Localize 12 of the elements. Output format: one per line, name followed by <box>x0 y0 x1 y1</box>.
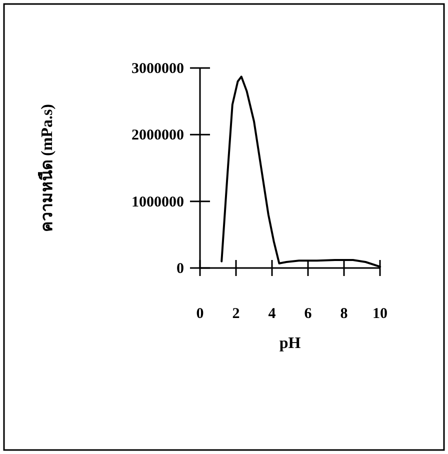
x-tick-label: 10 <box>372 306 388 322</box>
y-tick-label: 3000000 <box>132 61 184 77</box>
x-tick-label: 6 <box>304 306 312 322</box>
x-tick-label: 8 <box>340 306 348 322</box>
x-tick-label: 2 <box>232 306 240 322</box>
y-axis-title: ความหนืด (mPa.s) <box>38 104 56 232</box>
x-tick-label: 4 <box>268 306 276 322</box>
x-axis-title: pH <box>279 335 302 352</box>
x-tick-label: 0 <box>196 306 204 322</box>
y-tick-label: 0 <box>176 261 184 277</box>
y-tick-label: 1000000 <box>132 194 184 210</box>
y-tick-label: 2000000 <box>132 128 184 144</box>
